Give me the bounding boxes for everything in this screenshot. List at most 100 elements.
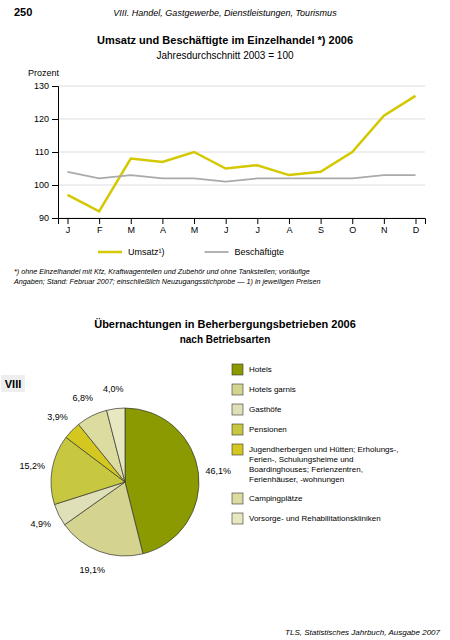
x-tick-label: J (224, 225, 229, 235)
y-axis-line (52, 87, 59, 219)
y-tick-label: 90 (39, 213, 49, 223)
series-line (67, 96, 415, 211)
legend-swatch (232, 513, 243, 524)
legend-swatch (232, 404, 243, 415)
x-axis-line (59, 219, 426, 225)
data-label: 46,1% (206, 466, 232, 476)
page-header: VIII. Handel, Gastgewerbe, Dienstleistun… (113, 8, 337, 18)
section-label-box (1, 375, 25, 392)
x-tick-label: F (97, 225, 103, 235)
x-tick: S (318, 218, 324, 235)
y-tick-mark (52, 218, 58, 219)
legend-swatch (98, 251, 122, 254)
pie (51, 408, 199, 556)
y-tick-label: 120 (34, 114, 49, 124)
grid-line (58, 185, 425, 186)
data-label: 19,1% (80, 565, 106, 575)
x-tick-mark (162, 218, 163, 224)
legend-label: Hotels (249, 365, 272, 374)
x-tick-mark (257, 218, 258, 224)
x-tick-mark (99, 218, 100, 224)
section-label-text: VIII (5, 378, 22, 390)
legend: Hotels Hotels garnis Gasthöfe Pensionen Juge… (232, 364, 398, 524)
x-tick-mark (289, 218, 290, 224)
y-tick-mark (52, 185, 58, 186)
legend: Umsatz¹)Beschäftigte (98, 247, 284, 257)
x-tick-label: J (256, 225, 261, 235)
legend-swatch (232, 424, 243, 435)
y-tick-mark (52, 152, 58, 153)
page: 250 VIII. Handel, Gastgewerbe, Dienstleis… (0, 0, 450, 640)
x-tick-label: M (191, 225, 199, 235)
y-tick-mark (52, 86, 58, 87)
legend-swatch (232, 444, 243, 455)
y-tick-label: 130 (34, 81, 49, 91)
grid-line (58, 86, 425, 87)
x-tick: J (224, 218, 229, 235)
pie-chart: Übernachtungen in Beherbergungsbetrieben… (20, 318, 399, 575)
footnote: Angaben; Stand: Februar 2007; einschließ… (13, 277, 320, 286)
grid-line (58, 152, 425, 153)
x-tick-label: M (128, 225, 136, 235)
pie-slice (107, 408, 125, 482)
x-tick-mark (416, 218, 417, 224)
legend-label: Gasthöfe (249, 405, 282, 414)
x-tick: N (381, 218, 388, 235)
legend-label: Campingplätze (249, 494, 303, 503)
line-chart: Umsatz und Beschäftigte im Einzelhandel … (13, 34, 426, 286)
x-tick-mark (384, 218, 385, 224)
data-label: 3,9% (47, 412, 68, 422)
legend-swatch (232, 364, 243, 375)
chart-subtitle: Jahresdurchschnitt 2003 = 100 (156, 50, 293, 61)
x-tick: O (349, 218, 356, 235)
data-label: 4,9% (31, 519, 52, 529)
y-tick-mark (52, 119, 58, 120)
x-tick-mark (131, 218, 132, 224)
x-tick-mark (194, 218, 195, 224)
x-tick: A (286, 218, 292, 235)
x-tick-label: J (66, 225, 71, 235)
y-axis-title: Prozent (28, 68, 60, 78)
x-tick-label: N (381, 225, 388, 235)
data-label: 15,2% (20, 461, 46, 471)
x-tick: J (256, 218, 261, 235)
plot-marks (67, 96, 415, 211)
legend-swatch (232, 384, 243, 395)
chart-title: Umsatz und Beschäftigte im Einzelhandel … (97, 34, 353, 46)
x-axis: JFMAMJJASOND (59, 218, 426, 235)
grid-line (58, 119, 425, 120)
x-tick: M (191, 218, 199, 235)
x-tick-mark (321, 218, 322, 224)
y-tick: 100 (34, 180, 58, 190)
data-label: 6,8% (73, 393, 94, 403)
x-tick-label: O (349, 225, 356, 235)
x-tick: A (160, 218, 166, 235)
y-tick-label: 110 (35, 147, 49, 157)
page-number: 250 (14, 6, 32, 18)
grid (58, 86, 425, 218)
chart-title: Übernachtungen in Beherbergungsbetrieben… (94, 318, 356, 330)
legend-label: Jugendherbergen und Hütten; Erholungs-,F… (249, 445, 398, 484)
x-tick-mark (352, 218, 353, 224)
x-tick-label: S (318, 225, 324, 235)
chart-subtitle: nach Betriebsarten (180, 334, 271, 345)
y-tick: 90 (39, 213, 58, 223)
x-tick-label: D (413, 225, 420, 235)
legend-label: Hotels garnis (249, 385, 296, 394)
x-tick: D (413, 218, 420, 235)
x-tick: M (128, 218, 136, 235)
legend-swatch (205, 251, 229, 253)
y-tick: 130 (34, 81, 58, 91)
x-tick-mark (226, 218, 227, 224)
x-tick: F (97, 218, 103, 235)
y-tick: 110 (35, 147, 58, 157)
x-tick: J (66, 218, 71, 235)
series-line (67, 172, 415, 182)
legend-label: Vorsorge- und Rehabilitationskliniken (249, 514, 381, 523)
x-tick-label: A (160, 225, 166, 235)
y-tick: 120 (34, 114, 58, 124)
section-label: VIII (1, 375, 25, 392)
legend-label: Pensionen (249, 425, 287, 434)
y-tick-label: 100 (34, 180, 49, 190)
legend-swatch (232, 493, 243, 504)
